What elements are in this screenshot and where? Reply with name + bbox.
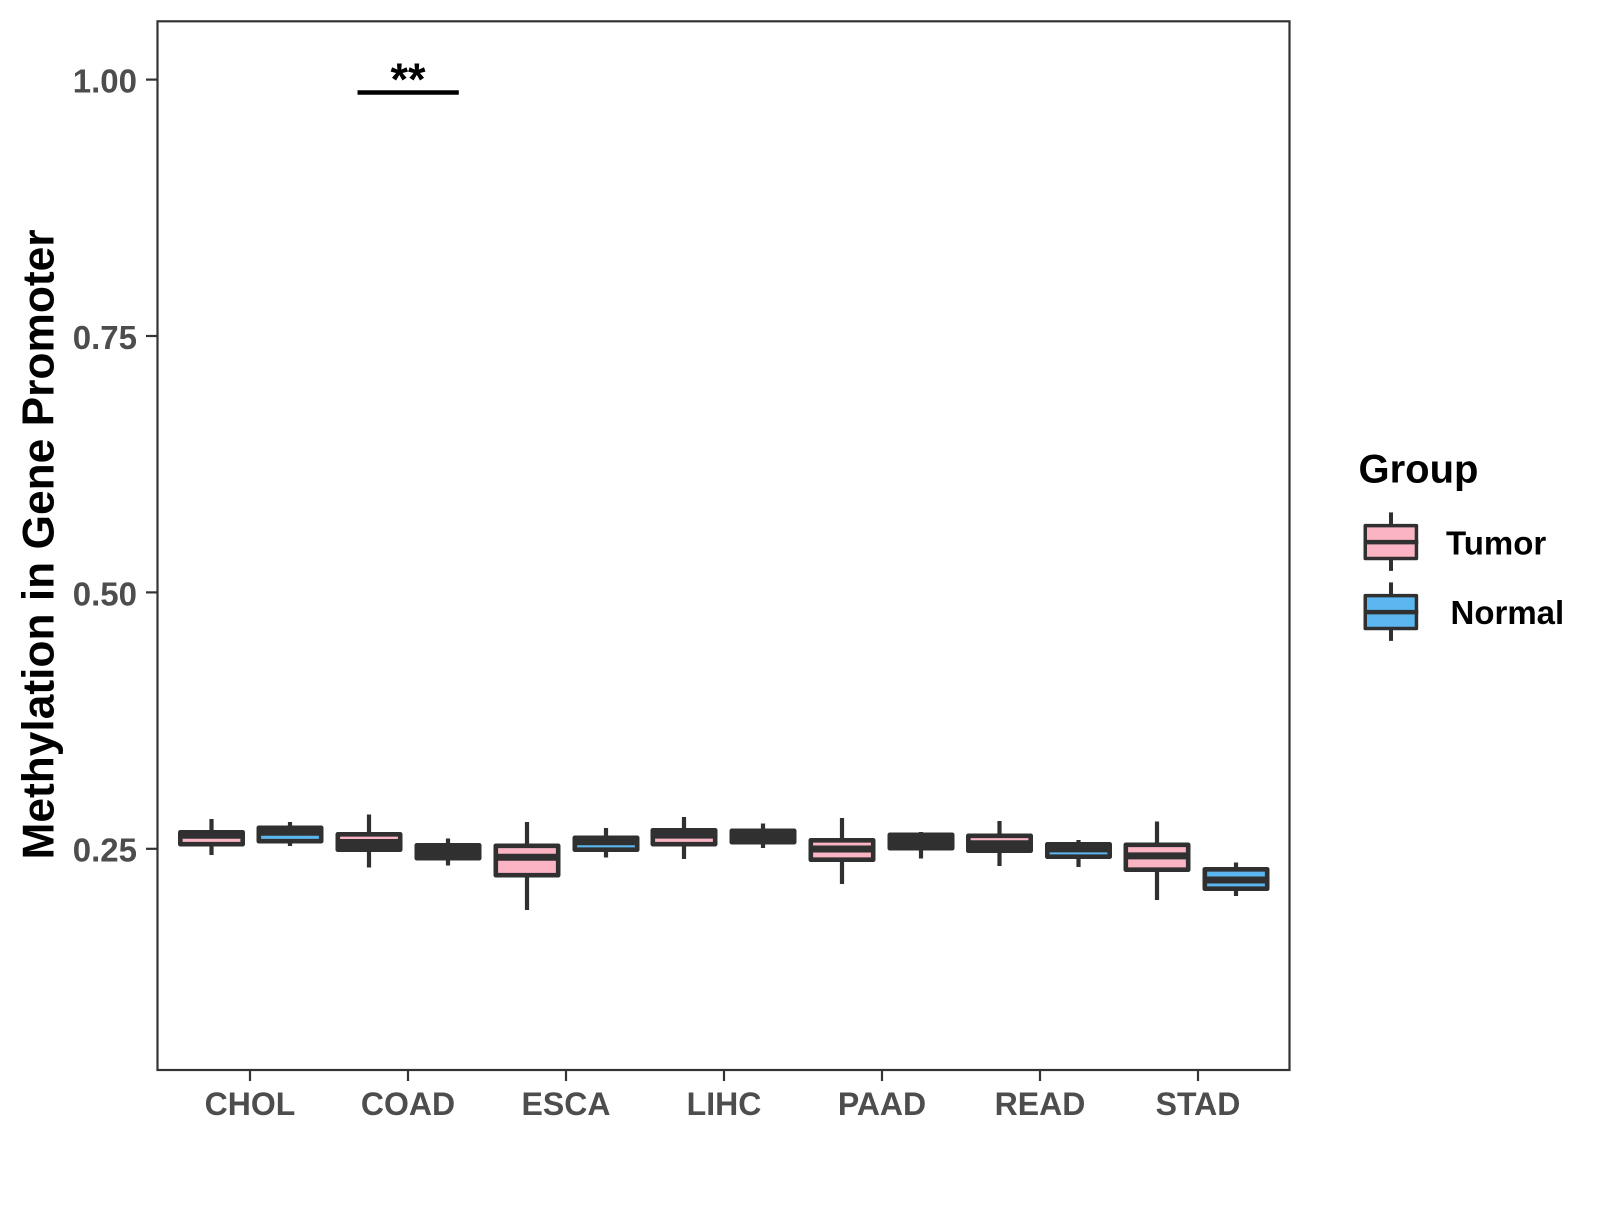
svg-text:0.50: 0.50 [73,575,137,612]
svg-text:Group: Group [1359,448,1479,492]
svg-text:0.75: 0.75 [73,319,137,356]
svg-text:Methylation in Gene Promoter: Methylation in Gene Promoter [15,229,64,859]
svg-text:STAD: STAD [1156,1086,1241,1122]
svg-text:1.00: 1.00 [73,63,137,100]
svg-text:PAAD: PAAD [838,1086,926,1122]
svg-text:**: ** [390,54,426,105]
svg-text:COAD: COAD [361,1086,455,1122]
svg-text:LIHC: LIHC [687,1086,762,1122]
svg-text:ESCA: ESCA [522,1086,611,1122]
svg-text:Normal: Normal [1451,594,1565,631]
svg-text:Tumor: Tumor [1446,525,1546,562]
svg-text:CHOL: CHOL [205,1086,296,1122]
svg-text:READ: READ [995,1086,1086,1122]
svg-text:0.25: 0.25 [73,832,137,869]
